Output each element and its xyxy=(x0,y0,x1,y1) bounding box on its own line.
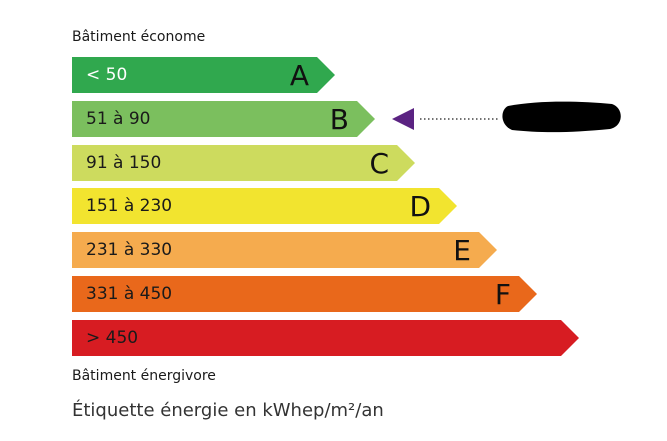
redacted-value-mark xyxy=(502,101,621,133)
bar-shape xyxy=(72,188,457,224)
class-range: < 50 xyxy=(86,65,128,85)
class-bar-a: < 50 A xyxy=(72,57,335,93)
bar-shape xyxy=(72,320,579,356)
class-letter: B xyxy=(329,103,349,136)
bottom-label: Bâtiment énergivore xyxy=(72,368,216,384)
bar-shape xyxy=(72,232,497,268)
class-bar-c: 91 à 150 C xyxy=(72,145,415,181)
class-letter: F xyxy=(494,278,511,311)
bar-shape xyxy=(72,276,537,312)
class-letter: E xyxy=(453,234,471,267)
class-range: 151 à 230 xyxy=(86,196,173,216)
bar-shape xyxy=(72,101,375,137)
bar-shape xyxy=(72,145,415,181)
indicator-arrow-icon xyxy=(392,108,414,130)
class-letter: D xyxy=(409,190,431,223)
class-letter: C xyxy=(369,147,389,180)
top-label: Bâtiment économe xyxy=(72,29,206,45)
footer-caption: Étiquette énergie en kWhep/m²/an xyxy=(72,400,384,421)
class-bar-g: > 450 xyxy=(72,320,579,356)
class-range: 51 à 90 xyxy=(86,109,151,129)
class-range: 91 à 150 xyxy=(86,153,162,173)
class-range: 231 à 330 xyxy=(86,240,173,260)
class-range: > 450 xyxy=(86,328,139,348)
class-bar-b: 51 à 90 B xyxy=(72,101,375,137)
class-bar-f: 331 à 450 F xyxy=(72,276,537,312)
class-bar-d: 151 à 230 D xyxy=(72,188,457,224)
bar-shape xyxy=(72,57,335,93)
class-bar-e: 231 à 330 E xyxy=(72,232,497,268)
class-range: 331 à 450 xyxy=(86,284,173,304)
class-letter: A xyxy=(289,59,309,92)
